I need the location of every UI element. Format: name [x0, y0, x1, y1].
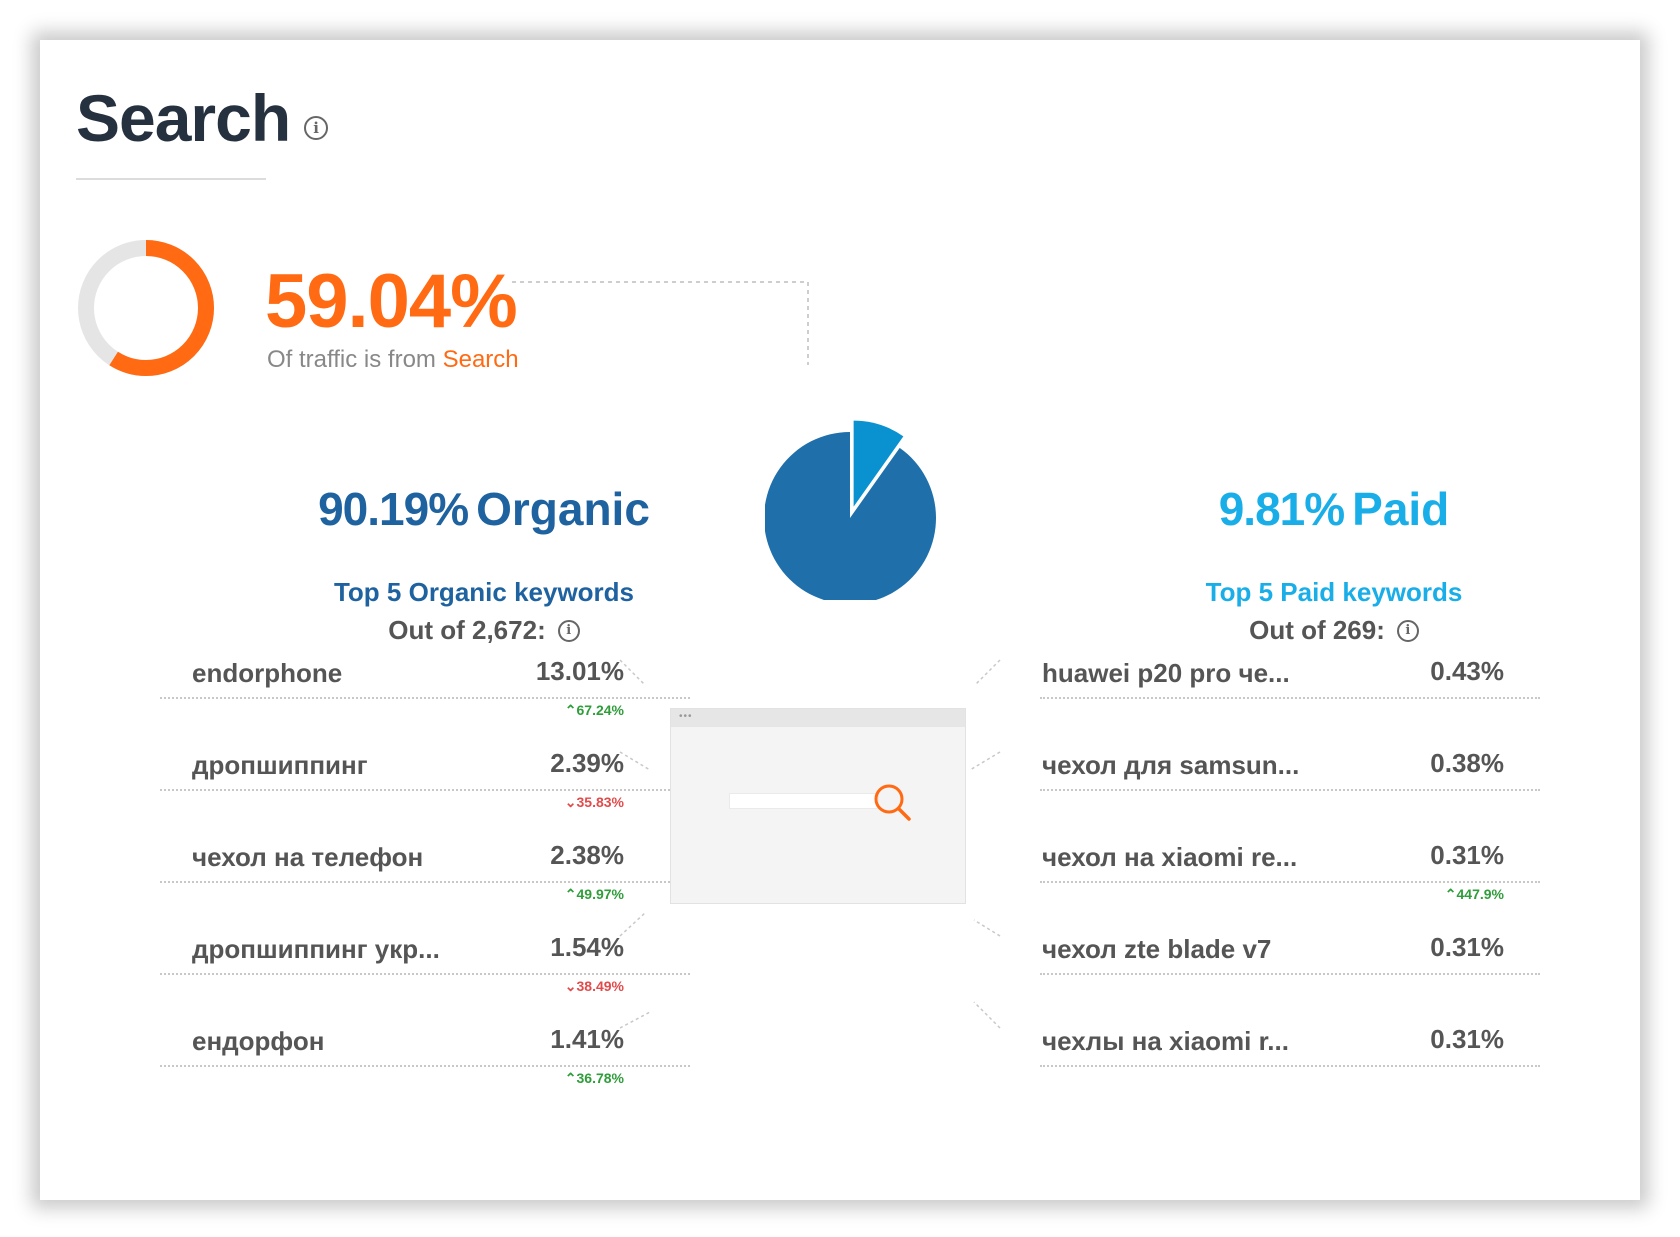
- keyword-change: ⌃36.78%: [565, 1070, 624, 1087]
- organic-percent: 90.19%: [318, 483, 469, 535]
- keyword-share: 13.01%: [535, 656, 624, 686]
- keyword-change: ⌃49.97%: [565, 886, 624, 903]
- keyword-row[interactable]: чехол на xiaomi re... 0.31% ⌃447.9%: [1010, 840, 1540, 938]
- arrow-up-icon: ⌃: [564, 702, 577, 718]
- keyword-share: 0.43%: [1430, 656, 1504, 686]
- page-title: Search: [76, 81, 291, 155]
- search-share-percent: 59.04%: [265, 259, 518, 344]
- keyword-name: чехол на телефон: [192, 842, 424, 872]
- keyword-row[interactable]: дропшиппинг 2.39% ⌄35.83%: [160, 748, 690, 846]
- paid-keywords-count: Out of 269:: [1249, 615, 1385, 645]
- keyword-share: 2.38%: [550, 840, 624, 870]
- organic-keywords-sub: Out of 2,672: i: [274, 615, 694, 646]
- keyword-name: ендорфон: [192, 1026, 325, 1056]
- keyword-name: чехол zte blade v7: [1042, 934, 1272, 964]
- organic-keyword-list: endorphone 13.01% ⌃67.24% дропшиппинг 2.…: [160, 656, 690, 1122]
- keyword-change-value: 36.78%: [576, 1070, 624, 1086]
- keyword-row[interactable]: чехол zte blade v7 0.31%: [1010, 932, 1540, 1030]
- organic-keywords-title[interactable]: Top 5 Organic keywords: [333, 577, 635, 607]
- keyword-row[interactable]: дропшиппинг укр... 1.54% ⌄38.49%: [160, 932, 690, 1030]
- search-share-label-highlight: Search: [442, 346, 519, 373]
- paid-keyword-list: huawei p20 pro че... 0.43% чехол для sam…: [1010, 656, 1540, 1122]
- keyword-change: ⌄35.83%: [565, 794, 624, 811]
- organic-label: Organic: [476, 483, 650, 535]
- keyword-change-value: 49.97%: [576, 886, 624, 902]
- organic-keywords-count: Out of 2,672:: [388, 615, 546, 645]
- row-divider: [1040, 789, 1540, 791]
- keyword-change: ⌃67.24%: [565, 702, 624, 719]
- connector-lines: [512, 281, 1001, 1029]
- keyword-share: 0.31%: [1430, 1024, 1504, 1054]
- keyword-name: дропшиппинг: [192, 750, 368, 780]
- keyword-change-value: 67.24%: [576, 702, 624, 718]
- row-divider: [1040, 973, 1540, 975]
- keyword-share: 2.39%: [550, 748, 624, 778]
- keyword-change-value: 447.9%: [1456, 886, 1504, 902]
- keyword-change: ⌃447.9%: [1445, 886, 1504, 903]
- keyword-change: ⌄38.49%: [565, 978, 624, 995]
- pie-slice-paid: [853, 420, 904, 507]
- row-divider: [160, 789, 690, 791]
- paid-percent: 9.81%: [1218, 483, 1345, 535]
- row-divider: [1040, 881, 1540, 883]
- arrow-up-icon: ⌃: [564, 886, 577, 902]
- connector-paid-4: [973, 919, 1001, 937]
- arrow-up-icon: ⌃: [564, 1070, 577, 1086]
- keyword-name: чехол на xiaomi re...: [1042, 842, 1298, 872]
- search-card: Search i 59.04% Of traffic is from Searc…: [40, 40, 1640, 1200]
- row-divider: [1040, 697, 1540, 699]
- connector-paid-5: [973, 1001, 1001, 1029]
- row-divider: [1040, 1065, 1540, 1067]
- connector-top: [512, 281, 809, 365]
- info-icon[interactable]: i: [304, 116, 329, 140]
- keyword-row[interactable]: чехол на телефон 2.38% ⌃49.97%: [160, 840, 690, 938]
- keyword-name: endorphone: [192, 658, 343, 688]
- search-share-label: Of traffic is from Search: [267, 346, 519, 374]
- keyword-name: чехлы на xiaomi r...: [1042, 1026, 1289, 1056]
- connector-paid-2: [969, 751, 1001, 771]
- keyword-row[interactable]: чехлы на xiaomi r... 0.31%: [1010, 1024, 1540, 1122]
- keyword-row[interactable]: ендорфон 1.41% ⌃36.78%: [160, 1024, 690, 1122]
- keyword-share: 0.38%: [1430, 748, 1504, 778]
- keyword-row[interactable]: endorphone 13.01% ⌃67.24%: [160, 656, 690, 754]
- search-share-label-prefix: Of traffic is from: [267, 346, 436, 373]
- keyword-row[interactable]: huawei p20 pro че... 0.43%: [1010, 656, 1540, 754]
- paid-keywords-title[interactable]: Top 5 Paid keywords: [1205, 577, 1463, 607]
- title-underline: [76, 178, 266, 180]
- paid-label: Paid: [1352, 483, 1450, 535]
- row-divider: [160, 973, 690, 975]
- row-divider: [160, 1065, 690, 1067]
- keyword-row[interactable]: чехол для samsun... 0.38%: [1010, 748, 1540, 846]
- arrow-down-icon: ⌄: [564, 794, 577, 810]
- connector-paid-1: [974, 659, 1001, 686]
- organic-paid-pie-chart: [765, 420, 936, 600]
- magnifier-icon: [874, 784, 911, 821]
- keyword-share: 0.31%: [1430, 932, 1504, 962]
- keyword-share: 0.31%: [1430, 840, 1504, 870]
- paid-keywords-sub: Out of 269: i: [1124, 615, 1544, 646]
- search-share-donut: [78, 240, 214, 376]
- keyword-name: чехол для samsun...: [1042, 750, 1300, 780]
- window-dots: •••: [679, 711, 693, 722]
- keyword-change-value: 35.83%: [576, 794, 624, 810]
- row-divider: [160, 881, 690, 883]
- organic-heading: 90.19% Organic: [274, 482, 694, 536]
- keyword-name: дропшиппинг укр...: [192, 934, 440, 964]
- keyword-name: huawei p20 pro че...: [1042, 658, 1290, 688]
- illustration-search-bar: [729, 793, 879, 809]
- info-icon[interactable]: i: [1396, 619, 1419, 642]
- row-divider: [160, 697, 690, 699]
- info-icon[interactable]: i: [557, 619, 580, 642]
- keyword-share: 1.54%: [550, 932, 624, 962]
- title-row: Search i: [76, 80, 329, 156]
- donut-arc: [78, 240, 214, 376]
- pie-slice-organic: [765, 432, 936, 600]
- browser-illustration: •••: [670, 708, 966, 904]
- keyword-change-value: 38.49%: [576, 978, 624, 994]
- arrow-down-icon: ⌄: [564, 978, 577, 994]
- arrow-up-icon: ⌃: [1444, 886, 1457, 902]
- browser-bar: •••: [671, 709, 965, 727]
- paid-heading: 9.81% Paid: [1124, 482, 1544, 536]
- keyword-share: 1.41%: [550, 1024, 624, 1054]
